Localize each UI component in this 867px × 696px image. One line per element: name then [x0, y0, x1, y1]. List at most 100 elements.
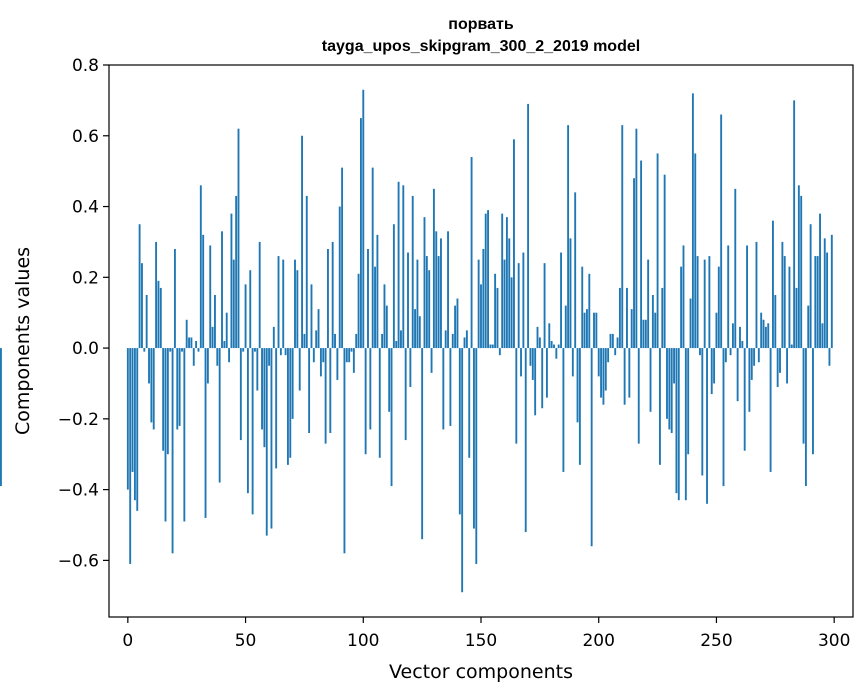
bar-250 — [715, 312, 718, 349]
bar-118 — [404, 348, 407, 441]
x-tick-label: 50 — [235, 631, 257, 651]
plot-frame — [108, 64, 854, 618]
bar-15 — [162, 348, 165, 451]
bar-0 — [126, 348, 129, 490]
bar-131 — [435, 231, 438, 349]
bar-145 — [468, 348, 471, 458]
bar-213 — [628, 348, 631, 398]
y-tick-label: 0.0 — [72, 339, 99, 359]
bar-57 — [261, 348, 263, 430]
bar-171 — [529, 348, 532, 366]
bar-116 — [400, 330, 402, 349]
bar-243 — [699, 348, 701, 356]
bar-126 — [423, 217, 426, 349]
bar-265 — [750, 348, 753, 380]
bar-71 — [294, 259, 296, 349]
bar-263 — [746, 245, 748, 349]
bar-108 — [381, 333, 384, 349]
bar-157 — [496, 287, 499, 349]
bar-32 — [202, 234, 205, 349]
bar-115 — [397, 181, 400, 349]
bar-51 — [246, 348, 249, 494]
y-axis-label: Components values — [12, 247, 34, 435]
bar-125 — [421, 348, 424, 540]
bar-12 — [155, 241, 158, 349]
bar-128 — [428, 270, 431, 349]
x-tick-label: 150 — [465, 631, 497, 651]
bar-72 — [296, 270, 299, 349]
bar-30 — [197, 348, 200, 352]
bar-233 — [675, 348, 678, 494]
bar-80 — [315, 330, 318, 349]
bar-203 — [604, 348, 607, 391]
bar-170 — [527, 103, 530, 349]
bar-261 — [741, 341, 744, 349]
bar-180 — [550, 341, 553, 349]
bar-268 — [757, 348, 760, 363]
bar-64 — [277, 256, 280, 349]
bar-33 — [204, 348, 207, 518]
bar-85 — [327, 249, 329, 349]
bar-242 — [696, 256, 699, 349]
y-tick-label: 0.8 — [72, 56, 99, 76]
bar-253 — [722, 348, 725, 487]
bar-186 — [564, 305, 567, 349]
bar-259 — [736, 348, 739, 402]
bar-229 — [666, 348, 668, 419]
bar-69 — [289, 348, 292, 458]
bar-97 — [355, 333, 358, 349]
bar-87 — [331, 241, 334, 349]
bar-114 — [395, 341, 398, 349]
bar-296 — [823, 238, 826, 349]
bar-177 — [543, 263, 546, 349]
bar-162 — [508, 238, 511, 349]
bar-216 — [635, 128, 638, 349]
bar-143 — [463, 337, 466, 349]
bar-89 — [336, 348, 339, 380]
bar-2 — [131, 348, 134, 472]
bar-210 — [621, 125, 624, 349]
bar-202 — [602, 348, 605, 405]
bar-264 — [748, 348, 751, 412]
chart-subtitle: tayga_upos_skipgram_300_2_2019 model — [322, 38, 640, 55]
bar-25 — [185, 319, 188, 349]
x-tick-label: 200 — [582, 631, 614, 651]
bar-139 — [454, 305, 457, 349]
bar-241 — [694, 153, 697, 349]
bar-209 — [618, 287, 621, 349]
bar-225 — [656, 153, 659, 349]
bar-269 — [760, 312, 763, 349]
bar-142 — [461, 348, 464, 593]
bar-16 — [164, 348, 167, 522]
bar-14 — [159, 287, 162, 349]
bar-3 — [133, 348, 136, 501]
bar-82 — [319, 348, 322, 377]
bar-1 — [129, 348, 132, 564]
bar-284 — [795, 287, 798, 349]
bar-54 — [254, 348, 256, 352]
bar-100 — [362, 89, 365, 349]
bar-60 — [268, 348, 271, 366]
bar-61 — [270, 348, 273, 529]
bar-65 — [279, 348, 282, 356]
bar-112 — [390, 348, 393, 487]
bar-78 — [310, 284, 313, 349]
bar-68 — [286, 348, 289, 465]
bar-256 — [729, 348, 732, 356]
bar-173 — [534, 348, 537, 416]
bar-127 — [425, 256, 428, 349]
bar-187 — [567, 125, 570, 349]
bar-200 — [597, 348, 600, 377]
bar-135 — [444, 330, 447, 349]
bar-272 — [767, 323, 770, 349]
bar-44 — [230, 213, 233, 349]
bar-98 — [357, 273, 360, 349]
bar-178 — [545, 348, 548, 398]
bar-148 — [475, 348, 478, 564]
bar-109 — [383, 284, 386, 349]
bar-279 — [783, 256, 786, 349]
bar-35 — [209, 245, 212, 349]
bar-70 — [291, 348, 294, 419]
bar-298 — [828, 348, 831, 366]
